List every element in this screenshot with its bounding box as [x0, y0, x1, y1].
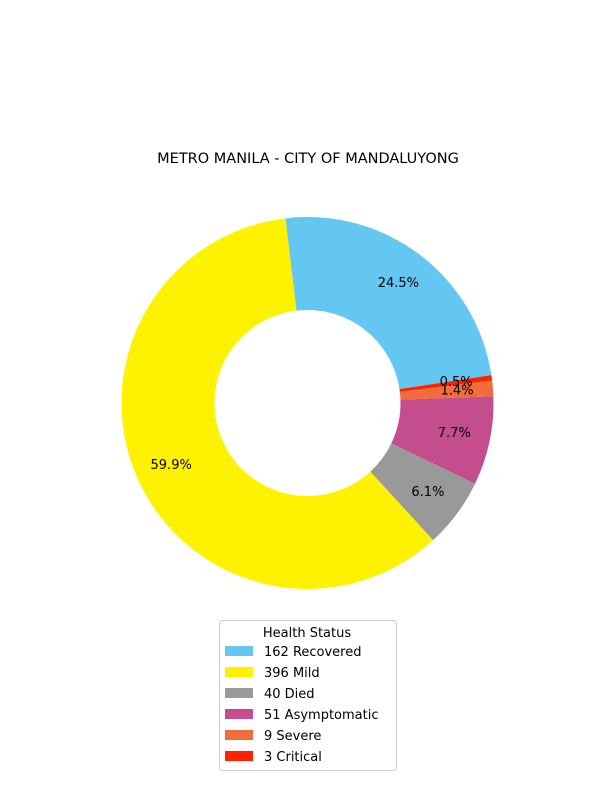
slice-severe — [399, 380, 494, 400]
legend-label-severe: 9 Severe — [264, 729, 321, 744]
legend-swatch-mild — [225, 667, 253, 677]
percent-label-died: 6.1% — [411, 485, 444, 500]
legend-swatch-asymptomatic — [225, 709, 253, 719]
percent-labels: 24.5% 59.9% 6.1% 7.7% 1.4%0.5% — [151, 276, 474, 500]
legend-swatch-severe — [225, 730, 253, 740]
legend-label-asymptomatic: 51 Asymptomatic — [264, 708, 379, 723]
percent-label-critical: 0.5% — [440, 375, 473, 390]
legend-items: 162 Recovered 396 Mild 40 Died 51 Asymptoma… — [225, 645, 379, 765]
legend-title: Health Status — [263, 626, 351, 641]
legend: Health Status 162 Recovered 396 Mild 40 Di… — [219, 620, 397, 771]
slice-critical — [399, 375, 493, 392]
percent-label-mild: 59.9% — [151, 458, 192, 473]
legend-label-mild: 396 Mild — [264, 666, 320, 681]
slice-died — [370, 443, 476, 541]
legend-swatch-critical — [225, 751, 253, 761]
slice-mild — [121, 218, 434, 590]
percent-label-severe: 1.4% — [441, 384, 474, 399]
legend-frame — [219, 620, 397, 771]
legend-label-recovered: 162 Recovered — [264, 645, 362, 660]
donut-slices — [121, 216, 494, 590]
chart-title: METRO MANILA - CITY OF MANDALUYONG — [157, 151, 459, 167]
legend-swatch-died — [225, 688, 253, 698]
percent-label-recovered: 24.5% — [378, 276, 419, 291]
slice-asymptomatic — [391, 396, 494, 484]
legend-swatch-recovered — [225, 646, 253, 656]
percent-label-asymptomatic: 7.7% — [438, 426, 471, 441]
legend-label-died: 40 Died — [264, 687, 315, 702]
slice-recovered — [285, 216, 492, 390]
legend-label-critical: 3 Critical — [264, 750, 322, 765]
